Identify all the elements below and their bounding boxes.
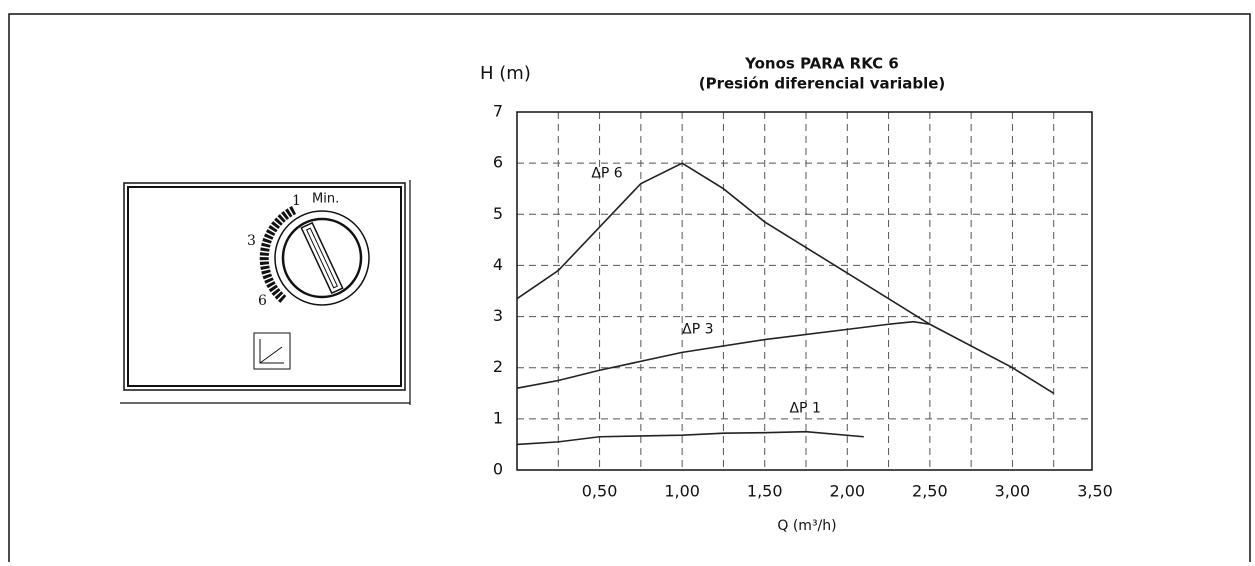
y-tick-label: 4	[493, 255, 503, 274]
y-tick-label: 6	[493, 153, 503, 172]
knob-label: Min.	[312, 192, 339, 207]
y-tick-label: 0	[493, 460, 503, 479]
knob-label: 3	[247, 233, 256, 249]
frame	[8, 13, 1251, 562]
x-tick-label: 1,00	[664, 482, 700, 501]
series-line	[516, 320, 930, 389]
y-tick-label: 7	[493, 102, 503, 121]
series-line	[516, 162, 1055, 394]
x-tick-label: 0,50	[582, 482, 618, 501]
panel-outer	[123, 182, 406, 391]
knob-label: 1	[292, 193, 301, 209]
mode-glyph	[259, 339, 284, 364]
y-tick-label: 1	[493, 408, 503, 427]
scale-arc	[259, 205, 297, 304]
knob	[281, 217, 363, 299]
plot-frame	[516, 111, 1093, 471]
series-label: ΔP 3	[682, 321, 713, 337]
x-tick-label: 3,00	[995, 482, 1031, 501]
y-tick-label: 2	[493, 357, 503, 376]
y-axis-label: H (m)	[480, 63, 531, 84]
x-tick-label: 2,00	[829, 482, 865, 501]
series-label: ΔP 6	[591, 165, 622, 181]
x-tick-label: 2,50	[912, 482, 948, 501]
chart-title: Yonos PARA RKC 6	[744, 55, 899, 73]
series-line	[516, 430, 864, 446]
x-axis-label: Q (m³/h)	[777, 518, 836, 534]
knob-panel: 1 Min. 3 6	[120, 180, 411, 405]
y-tick-label: 5	[493, 204, 503, 223]
chart-subtitle: (Presión diferencial variable)	[699, 75, 946, 93]
knob-slot	[300, 221, 344, 295]
slot-inner	[305, 227, 339, 289]
chart: Yonos PARA RKC 6 (Presión diferencial va…	[480, 55, 1113, 535]
y-tick-label: 3	[493, 306, 503, 325]
mode-icon	[253, 332, 291, 370]
x-tick-label: 1,50	[747, 482, 783, 501]
panel-shadow	[120, 180, 411, 405]
panel-inner	[127, 186, 402, 387]
x-tick-label: 3,50	[1077, 482, 1113, 501]
knob-label: 6	[258, 293, 267, 309]
series-label: ΔP 1	[789, 401, 820, 417]
slot-outer	[300, 221, 344, 295]
